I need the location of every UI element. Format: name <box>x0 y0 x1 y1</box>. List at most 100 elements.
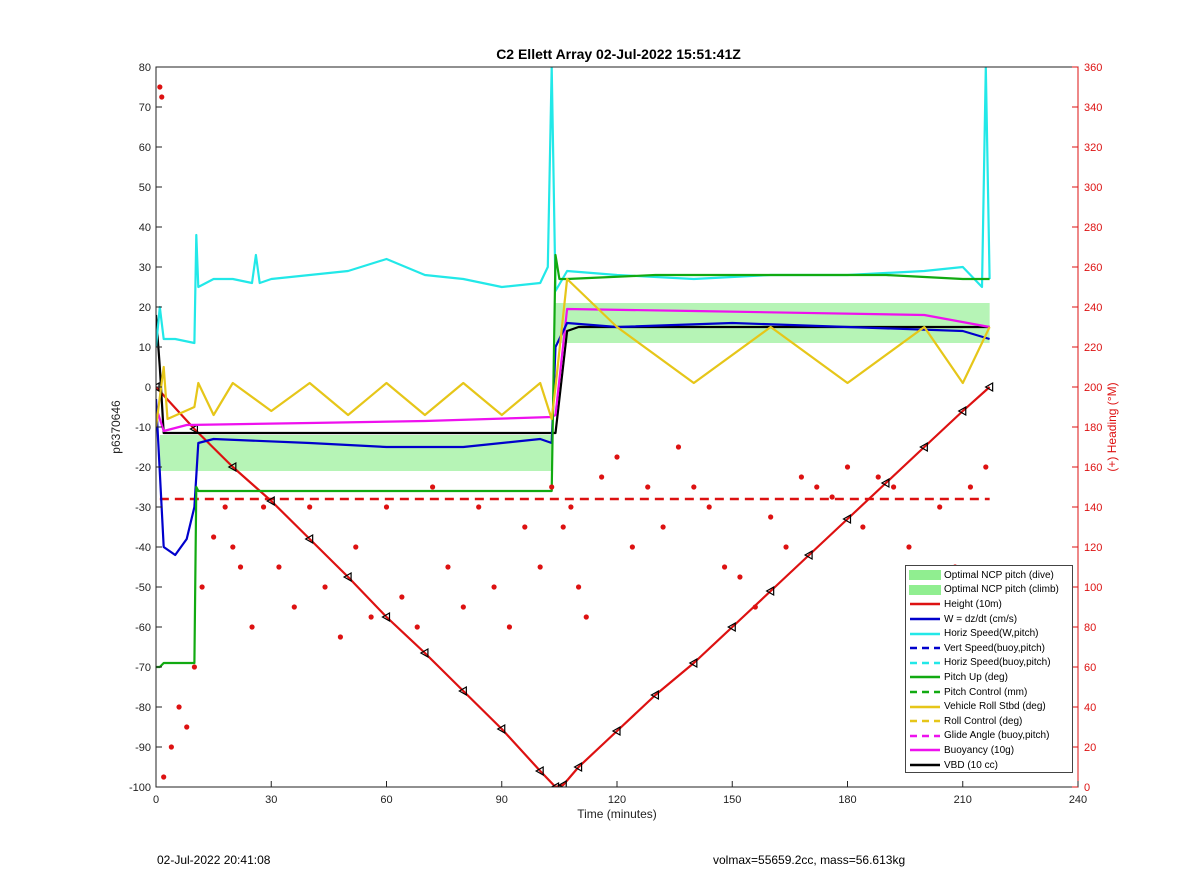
series-group <box>156 67 994 787</box>
y-left-axis-label: p6370646 <box>109 400 123 454</box>
point-heading <box>222 504 228 510</box>
legend-label: Buoyancy (10g) <box>944 744 1015 756</box>
marker-height <box>458 685 467 697</box>
legend-item-buoyancy-10g: Buoyancy (10g) <box>906 743 1072 758</box>
x-tick-label: 240 <box>1069 794 1087 806</box>
y-right-tick-label: 140 <box>1084 502 1102 514</box>
legend-item-vert-speed-buoy-pitch: Vert Speed(buoy,pitch) <box>906 641 1072 656</box>
point-heading <box>383 504 390 510</box>
marker-height <box>496 723 506 735</box>
y-left-tick-label: -40 <box>135 542 151 554</box>
point-heading <box>860 524 866 530</box>
point-heading <box>537 564 543 570</box>
point-heading <box>176 704 182 710</box>
footer-stats: volmax=55659.2cc, mass=56.613kg <box>713 853 906 867</box>
y-right-tick-label: 360 <box>1084 62 1102 74</box>
legend-swatch <box>908 714 942 728</box>
legend-swatch <box>908 656 942 670</box>
point-heading <box>237 564 244 570</box>
point-heading <box>506 624 513 630</box>
legend-item-vehicle-roll-stbd-deg: Vehicle Roll Stbd (deg) <box>906 699 1072 714</box>
point-heading <box>414 624 420 630</box>
y-right-tick-label: 200 <box>1084 382 1102 394</box>
legend-item-pitch-control-mm: Pitch Control (mm) <box>906 685 1072 700</box>
chart-title: C2 Ellett Array 02-Jul-2022 15:51:41Z <box>496 46 741 62</box>
marker-height <box>842 513 852 525</box>
legend-swatch <box>908 583 942 597</box>
marker-height <box>227 461 237 473</box>
legend-item-vbd-10-cc: VBD (10 cc) <box>906 758 1072 773</box>
y-right-tick-label: 260 <box>1084 262 1102 274</box>
x-tick-label: 90 <box>496 794 508 806</box>
point-heading <box>549 484 555 490</box>
point-heading <box>691 484 697 490</box>
y-right-tick-label: 340 <box>1084 102 1102 114</box>
marker-height <box>534 765 544 777</box>
point-heading <box>399 594 405 600</box>
marker-height <box>304 533 314 545</box>
point-heading <box>645 484 651 490</box>
marker-height <box>880 477 890 489</box>
point-heading <box>783 544 789 550</box>
band-optimal-ncp-pitch-dive <box>159 435 552 471</box>
legend-swatch <box>908 670 942 684</box>
marker-height <box>419 647 429 659</box>
point-heading <box>721 564 728 570</box>
marker-height <box>688 657 698 669</box>
legend-label: W = dz/dt (cm/s) <box>944 613 1018 625</box>
y-left-tick-label: -80 <box>135 702 151 714</box>
legend-label: Optimal NCP pitch (dive) <box>944 569 1054 581</box>
marker-height <box>727 621 736 633</box>
legend-swatch <box>908 568 942 582</box>
point-heading <box>159 94 165 100</box>
y-left-tick-label: 50 <box>139 182 151 194</box>
legend-swatch <box>908 612 942 626</box>
point-heading <box>199 584 205 590</box>
legend-swatch <box>908 758 942 772</box>
point-heading <box>768 514 774 520</box>
point-heading <box>491 584 497 590</box>
marker-height <box>381 611 391 623</box>
legend-item-height-10m: Height (10m) <box>906 597 1072 612</box>
legend-label: Optimal NCP pitch (climb) <box>944 584 1059 596</box>
y-left-tick-label: 30 <box>139 262 151 274</box>
y-left-tick-label: 40 <box>139 222 151 234</box>
marker-height <box>342 571 352 583</box>
legend-swatch <box>908 627 942 641</box>
y-right-tick-label: 80 <box>1084 622 1096 634</box>
y-right-tick-label: 20 <box>1084 742 1096 754</box>
legend-swatch <box>908 743 942 757</box>
legend-swatch <box>908 641 942 655</box>
legend-swatch <box>908 729 942 743</box>
legend-item-w-dz-dt-cm-s: W = dz/dt (cm/s) <box>906 612 1072 627</box>
y-right-tick-label: 320 <box>1084 142 1102 154</box>
y-left-tick-label: -10 <box>135 422 151 434</box>
marker-height <box>266 495 275 507</box>
x-axis-label: Time (minutes) <box>577 807 657 821</box>
x-tick-label: 210 <box>954 794 972 806</box>
point-heading <box>660 524 666 530</box>
legend-label: Vehicle Roll Stbd (deg) <box>944 701 1046 713</box>
point-heading <box>191 664 198 670</box>
point-heading <box>752 604 758 610</box>
y-right-tick-label: 300 <box>1084 182 1102 194</box>
marker-height <box>984 381 994 393</box>
y-right-tick-label: 220 <box>1084 342 1102 354</box>
legend-item-optimal-ncp-pitch-climb: Optimal NCP pitch (climb) <box>906 583 1072 598</box>
x-tick-label: 150 <box>723 794 741 806</box>
legend-label: Pitch Control (mm) <box>944 686 1028 698</box>
point-heading <box>737 574 743 580</box>
marker-height <box>765 585 775 597</box>
point-heading <box>967 484 974 490</box>
legend-label: Horiz Speed(buoy,pitch) <box>944 657 1051 669</box>
x-tick-label: 180 <box>838 794 856 806</box>
point-heading <box>844 464 851 470</box>
y-left-tick-label: -100 <box>129 782 151 794</box>
point-heading <box>157 84 163 90</box>
x-tick-label: 120 <box>608 794 626 806</box>
marker-height <box>550 781 560 787</box>
point-heading <box>560 524 566 530</box>
marker-height <box>803 549 813 561</box>
point-heading <box>599 474 605 480</box>
legend-item-roll-control-deg: Roll Control (deg) <box>906 714 1072 729</box>
